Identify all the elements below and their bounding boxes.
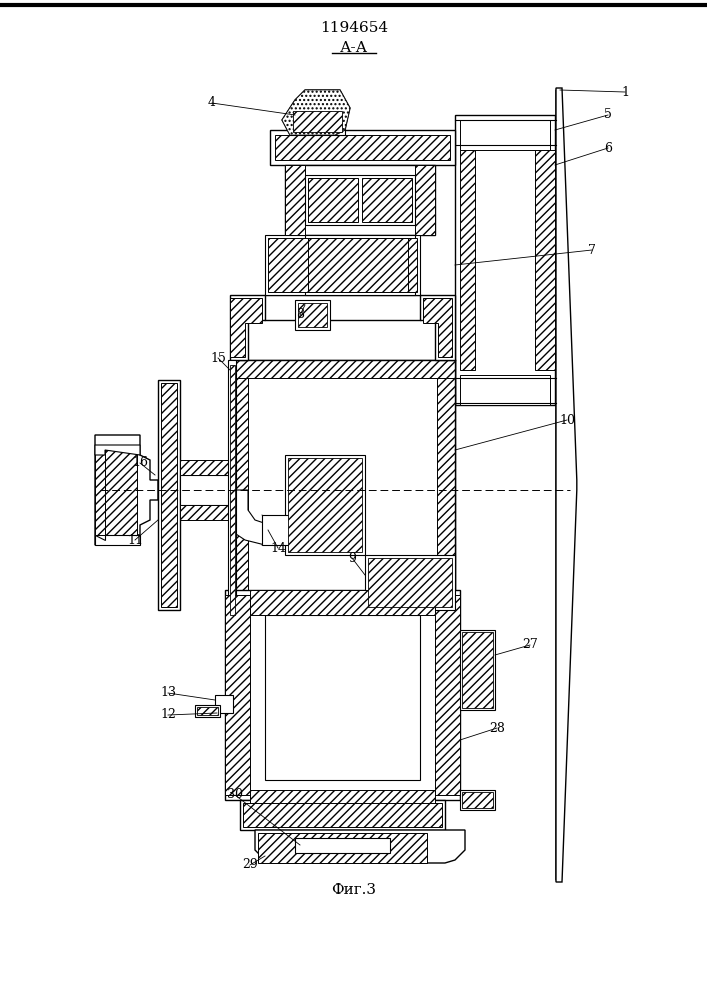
Bar [462, 792, 493, 808]
Text: 16: 16 [132, 456, 148, 470]
Bar [228, 360, 236, 620]
Bar [230, 672, 455, 690]
Text: 27: 27 [522, 639, 538, 652]
Bar [460, 375, 550, 405]
Bar [230, 378, 248, 672]
Bar [243, 803, 442, 827]
Polygon shape [556, 88, 577, 882]
Bar [275, 135, 450, 160]
Text: 8: 8 [296, 308, 304, 322]
Bar [455, 115, 555, 405]
Text: 1: 1 [621, 86, 629, 99]
Bar [180, 460, 230, 475]
Text: 12: 12 [160, 708, 176, 722]
Text: 11: 11 [127, 534, 143, 546]
Bar [250, 790, 435, 805]
Polygon shape [230, 298, 262, 357]
Bar [195, 705, 220, 717]
Bar [230, 360, 455, 690]
Bar [268, 238, 417, 292]
Bar [305, 175, 415, 225]
Bar [270, 130, 455, 165]
Polygon shape [423, 298, 452, 357]
Text: 1194654: 1194654 [320, 21, 388, 35]
Bar [265, 615, 420, 780]
Bar [308, 238, 408, 292]
Polygon shape [95, 535, 140, 545]
Polygon shape [230, 490, 285, 545]
Text: 6: 6 [604, 141, 612, 154]
Bar [95, 450, 105, 535]
Text: 29: 29 [242, 858, 258, 871]
Bar [305, 235, 415, 295]
Bar [180, 475, 230, 505]
Bar [290, 108, 345, 135]
Polygon shape [420, 295, 455, 360]
Polygon shape [282, 90, 350, 135]
Bar [215, 695, 233, 713]
Bar [225, 595, 250, 795]
Bar [158, 380, 180, 610]
Text: Фиг.3: Фиг.3 [332, 883, 377, 897]
Bar [298, 303, 327, 327]
Polygon shape [230, 295, 265, 360]
Bar [262, 515, 292, 545]
Bar [288, 458, 362, 552]
Bar [535, 150, 555, 370]
Bar [435, 595, 460, 795]
Bar [285, 165, 435, 235]
Bar [285, 455, 365, 555]
Bar [460, 630, 495, 710]
Bar [161, 383, 177, 607]
Bar [240, 800, 445, 830]
Bar [368, 558, 452, 607]
Text: А-А: А-А [340, 41, 368, 55]
Text: 10: 10 [559, 414, 575, 426]
Bar [230, 360, 455, 378]
Polygon shape [95, 435, 158, 545]
Polygon shape [95, 445, 140, 455]
Bar [437, 378, 455, 672]
Bar [225, 590, 460, 800]
Bar [460, 790, 495, 810]
Bar [415, 165, 435, 235]
Polygon shape [282, 90, 350, 135]
Bar [97, 450, 137, 535]
Text: 14: 14 [270, 542, 286, 554]
Bar [230, 365, 235, 615]
Polygon shape [255, 830, 465, 863]
Bar [250, 590, 435, 615]
Bar [462, 632, 493, 708]
Bar [362, 178, 412, 222]
Text: 13: 13 [160, 686, 176, 700]
Bar [460, 150, 475, 370]
Bar [293, 111, 342, 132]
Text: 4: 4 [208, 97, 216, 109]
Bar [295, 300, 330, 330]
Text: 30: 30 [227, 788, 243, 802]
Polygon shape [556, 90, 569, 880]
Bar [365, 555, 455, 610]
Text: 7: 7 [588, 243, 596, 256]
Bar [180, 505, 230, 520]
Bar [295, 838, 390, 853]
Text: 9: 9 [348, 552, 356, 564]
Bar [258, 833, 427, 863]
Bar [308, 178, 358, 222]
Text: 5: 5 [604, 108, 612, 121]
Bar [460, 120, 550, 150]
Bar [285, 165, 305, 235]
Bar [197, 707, 218, 715]
Bar [265, 235, 420, 295]
Text: 15: 15 [210, 352, 226, 364]
Text: 28: 28 [489, 722, 505, 734]
